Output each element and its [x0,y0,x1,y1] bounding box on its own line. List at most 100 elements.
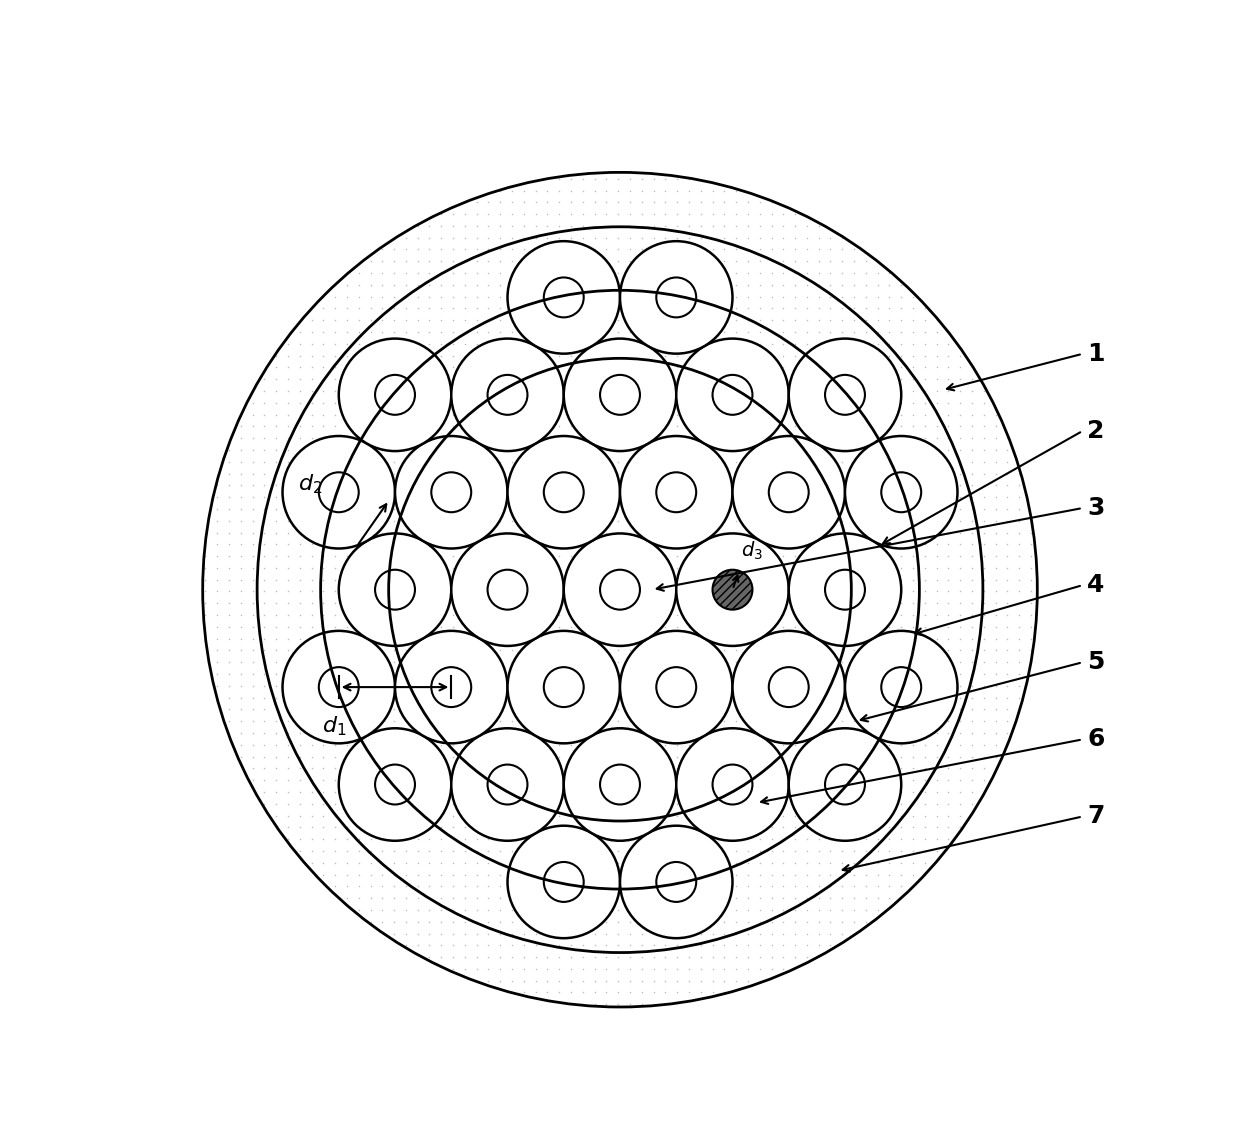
Point [348,878,368,896]
Point [844,288,864,306]
Point [573,959,593,978]
Point [596,335,616,353]
Point [632,782,652,801]
Point [243,547,263,565]
Point [466,937,486,955]
Point [691,618,711,636]
Point [432,524,451,542]
Point [549,854,569,872]
Point [761,193,781,211]
Point [455,276,475,294]
Point [231,677,250,695]
Point [997,488,1017,506]
Point [560,488,580,506]
Point [231,642,250,660]
Point [526,959,546,978]
Point [537,417,557,435]
Point [609,465,629,483]
Point [785,701,805,719]
Point [879,276,899,294]
Point [361,393,381,412]
Point [301,642,321,660]
Point [337,335,357,353]
Point [620,795,640,813]
Point [774,924,794,942]
Point [585,900,605,919]
Point [466,606,486,624]
Point [560,606,580,624]
Point [466,570,486,589]
Point [703,252,723,270]
Point [560,358,580,376]
Point [950,688,970,706]
Point [408,417,428,435]
Point [644,712,663,730]
Point [609,937,629,955]
Point [537,347,557,365]
Point [549,736,569,754]
Point [549,264,569,282]
Point [620,688,640,706]
Point [549,276,569,294]
Point [797,878,817,896]
Point [832,924,852,942]
Point [962,382,982,400]
Point [526,819,546,837]
Point [808,476,828,494]
Point [490,393,510,412]
Point [868,429,888,447]
Point [939,618,959,636]
Point [973,629,993,648]
Point [408,229,428,247]
Point [573,205,593,223]
Point [856,547,875,565]
Point [761,276,781,294]
Point [337,889,357,907]
Point [727,972,746,990]
Point [455,429,475,447]
Point [903,299,923,318]
Point [609,688,629,706]
Point [455,406,475,424]
Point [278,771,298,789]
Point [1009,524,1029,542]
Point [573,747,593,765]
Point [585,819,605,837]
Point [314,511,334,530]
Point [903,417,923,435]
Point [703,665,723,683]
Point [656,406,676,424]
Point [526,747,546,765]
Point [856,900,875,919]
Point [243,559,263,577]
Point [738,311,758,329]
Point [620,723,640,742]
Point [926,736,946,754]
Point [408,406,428,424]
Point [502,959,522,978]
Point [537,358,557,376]
Point [585,429,605,447]
Point [337,452,357,471]
Point [490,205,510,223]
Point [973,511,993,530]
Point [727,819,746,837]
Point [290,335,310,353]
Point [290,629,310,648]
Point [785,559,805,577]
Point [808,559,828,577]
Point [962,559,982,577]
Point [632,653,652,671]
Point [821,311,841,329]
Point [384,452,404,471]
Point [950,393,970,412]
Point [513,795,533,813]
Circle shape [507,631,620,744]
Point [761,570,781,589]
Point [632,865,652,883]
Point [290,665,310,683]
Point [761,782,781,801]
Point [821,854,841,872]
Point [892,841,911,860]
Point [466,393,486,412]
